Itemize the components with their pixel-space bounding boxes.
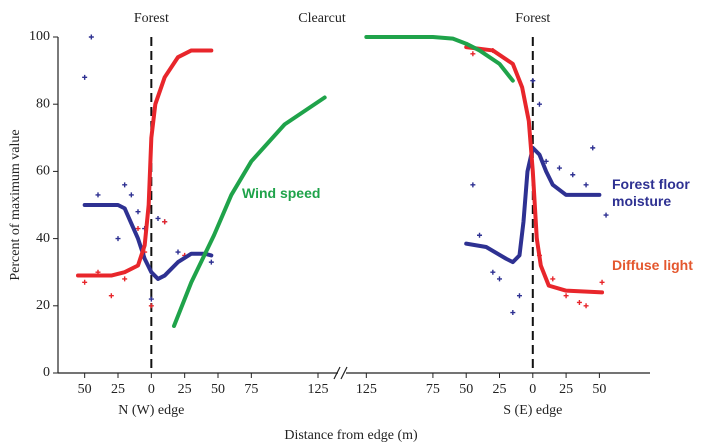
x-tick-label: 25 (178, 382, 192, 397)
data-point (135, 226, 141, 232)
data-point (570, 172, 576, 178)
y-tick-label: 80 (36, 96, 50, 111)
series-line (364, 35, 515, 83)
x-tick-label: 25 (493, 382, 507, 397)
data-point (590, 145, 596, 151)
data-point (583, 303, 589, 309)
data-point (556, 165, 562, 171)
data-point (510, 310, 516, 316)
x-tick-label: 50 (211, 382, 225, 397)
data-point (490, 269, 496, 275)
y-tick-label: 20 (36, 298, 50, 313)
data-point (583, 182, 589, 188)
series-line (76, 48, 214, 278)
data-point (108, 293, 114, 299)
series-label: Forest floor moisture (612, 176, 690, 209)
data-point (530, 78, 536, 84)
data-point (122, 182, 128, 188)
zone-label: Clearcut (298, 11, 346, 26)
data-point (477, 232, 483, 238)
data-point (497, 276, 503, 282)
data-point (550, 276, 556, 282)
series-line (464, 45, 605, 295)
series-line (172, 95, 327, 328)
data-point (115, 236, 121, 242)
data-point (516, 293, 522, 299)
data-point (543, 158, 549, 164)
x-tick-label: 50 (78, 382, 92, 397)
data-point (470, 182, 476, 188)
x-tick-label: 125 (356, 382, 377, 397)
edge-label: N (W) edge (118, 403, 184, 418)
x-tick-label: 50 (459, 382, 473, 397)
series-label: Wind speed (242, 185, 321, 201)
y-tick-label: 0 (43, 365, 50, 380)
data-point (563, 293, 569, 299)
data-point (603, 212, 609, 218)
data-point (536, 101, 542, 107)
zone-label: Forest (134, 11, 169, 26)
series-line (82, 203, 214, 281)
data-point (599, 279, 605, 285)
x-tick-label: 75 (244, 382, 258, 397)
data-point (208, 259, 214, 265)
x-tick-label: 75 (426, 382, 440, 397)
data-point (155, 215, 161, 221)
y-tick-label: 40 (36, 231, 50, 246)
x-tick-label: 0 (529, 382, 536, 397)
data-point (128, 192, 134, 198)
axis-break (333, 366, 348, 380)
data-point (122, 276, 128, 282)
data-point (175, 249, 181, 255)
x-tick-label: 125 (308, 382, 329, 397)
data-point (82, 74, 88, 80)
zone-label: Forest (515, 11, 550, 26)
data-point (95, 192, 101, 198)
x-axis-label: Distance from edge (m) (284, 428, 418, 443)
data-point (82, 279, 88, 285)
y-axis-label: Percent of maximum value (8, 129, 23, 280)
data-point (88, 34, 94, 40)
data-point (148, 296, 154, 302)
data-point (576, 299, 582, 305)
data-point (148, 303, 154, 309)
edge-label: S (E) edge (503, 403, 562, 418)
x-tick-label: 25 (559, 382, 573, 397)
data-point (470, 51, 476, 57)
data-point (135, 209, 141, 215)
y-tick-label: 60 (36, 164, 50, 179)
data-point (162, 219, 168, 225)
y-tick-label: 100 (29, 29, 50, 44)
series-label: Diffuse light (612, 257, 693, 273)
x-tick-label: 25 (111, 382, 125, 397)
series-line (464, 145, 602, 265)
x-tick-label: 50 (592, 382, 606, 397)
x-tick-label: 0 (148, 382, 155, 397)
